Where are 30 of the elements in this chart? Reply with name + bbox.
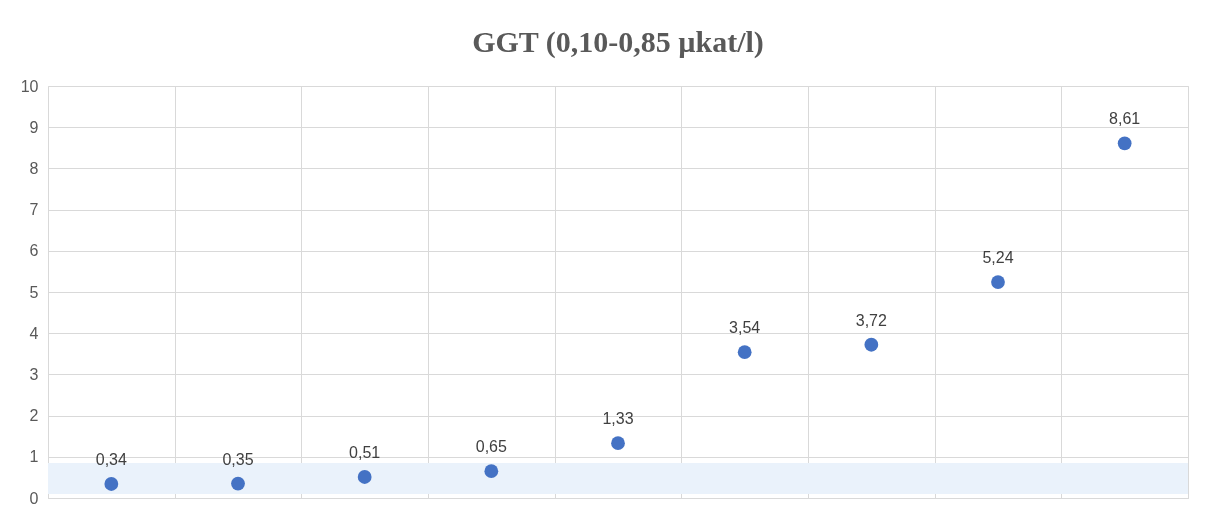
y-tick-label: 9 (29, 118, 39, 136)
y-tick-label: 1 (29, 448, 39, 466)
y-tick-label: 6 (29, 242, 39, 260)
data-label: 0,35 (222, 450, 254, 468)
y-tick-label: 10 (20, 77, 39, 95)
chart-title: GGT (0,10-0,85 µkat/l) (472, 25, 764, 59)
y-tick-label: 8 (29, 159, 39, 177)
point (611, 436, 625, 451)
data-label: 8,61 (1109, 110, 1141, 128)
y-tick-label: 7 (29, 201, 39, 219)
data-label: 0,65 (475, 438, 508, 456)
point (1117, 136, 1132, 151)
point (991, 275, 1005, 289)
data-label: 1,33 (602, 410, 634, 428)
data-label: 3,72 (855, 311, 888, 329)
y-tick-label: 0 (29, 489, 39, 507)
data-label: 5,24 (982, 249, 1014, 267)
y-tick-label: 5 (29, 283, 39, 301)
point (864, 337, 879, 352)
data-label: 0,51 (349, 443, 381, 461)
point (231, 476, 245, 491)
data-label: 0,34 (95, 450, 128, 468)
point (484, 464, 499, 479)
point (357, 470, 372, 484)
y-tick-label: 3 (29, 365, 39, 383)
y-tick-label: 4 (29, 324, 39, 342)
y-tick-label: 2 (29, 407, 39, 425)
point (737, 345, 752, 360)
point (104, 477, 119, 491)
data-label: 3,54 (729, 319, 761, 337)
